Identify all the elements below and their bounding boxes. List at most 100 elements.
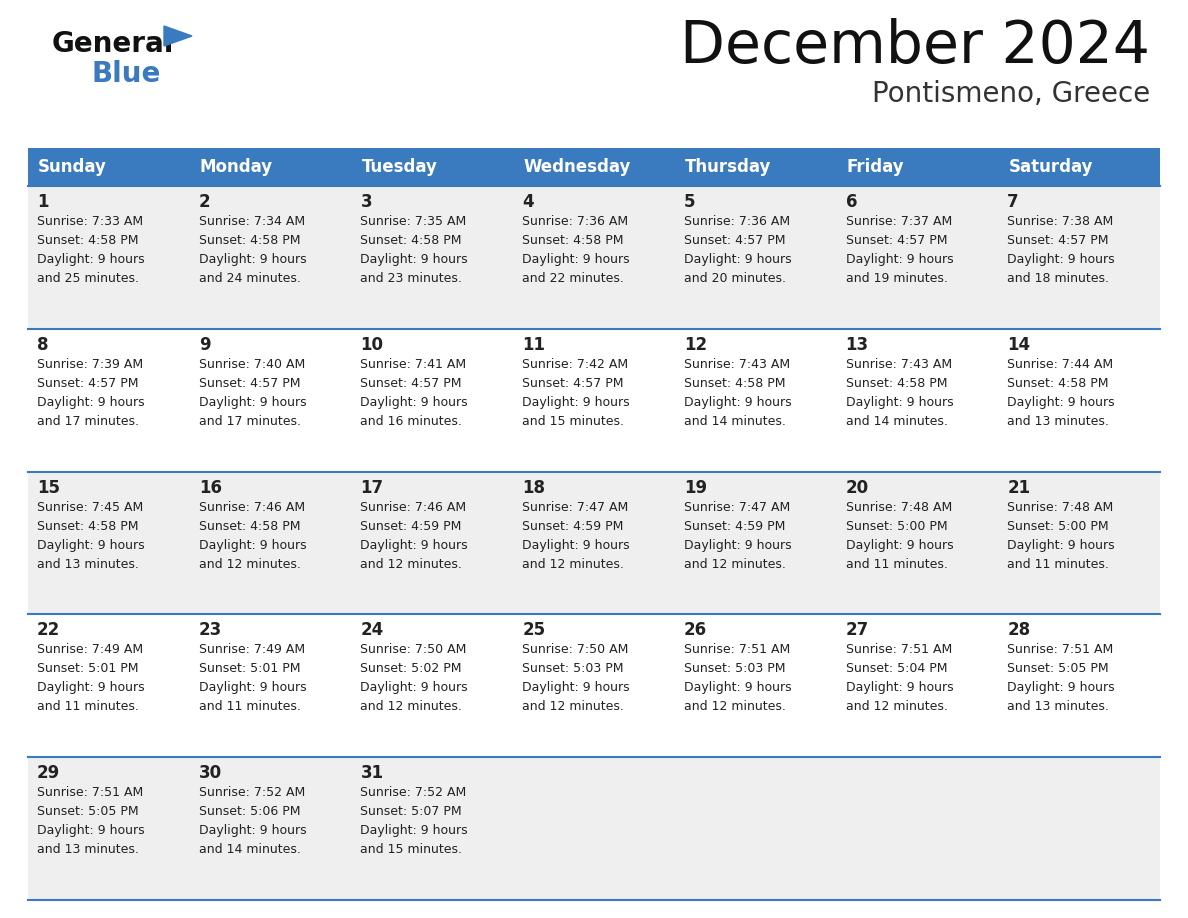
Text: Sunset: 5:06 PM: Sunset: 5:06 PM (198, 805, 301, 818)
Text: and 13 minutes.: and 13 minutes. (1007, 700, 1110, 713)
Text: Blue: Blue (91, 60, 162, 88)
Text: and 14 minutes.: and 14 minutes. (684, 415, 785, 428)
Text: and 11 minutes.: and 11 minutes. (846, 557, 948, 571)
Text: Thursday: Thursday (684, 158, 771, 176)
Text: Sunset: 4:58 PM: Sunset: 4:58 PM (37, 520, 139, 532)
Text: 22: 22 (37, 621, 61, 640)
Text: Daylight: 9 hours: Daylight: 9 hours (684, 396, 791, 409)
Text: Daylight: 9 hours: Daylight: 9 hours (37, 539, 145, 552)
Text: Sunrise: 7:38 AM: Sunrise: 7:38 AM (1007, 215, 1113, 228)
Text: Sunrise: 7:41 AM: Sunrise: 7:41 AM (360, 358, 467, 371)
Text: Sunset: 4:58 PM: Sunset: 4:58 PM (846, 376, 947, 390)
Text: Daylight: 9 hours: Daylight: 9 hours (523, 681, 630, 694)
Text: 27: 27 (846, 621, 868, 640)
Text: and 13 minutes.: and 13 minutes. (37, 557, 139, 571)
Text: Sunrise: 7:45 AM: Sunrise: 7:45 AM (37, 500, 144, 513)
Text: Sunrise: 7:44 AM: Sunrise: 7:44 AM (1007, 358, 1113, 371)
Text: Daylight: 9 hours: Daylight: 9 hours (846, 539, 953, 552)
Text: Sunrise: 7:49 AM: Sunrise: 7:49 AM (198, 644, 305, 656)
Text: Daylight: 9 hours: Daylight: 9 hours (360, 253, 468, 266)
Text: Daylight: 9 hours: Daylight: 9 hours (37, 396, 145, 409)
Text: Sunset: 4:58 PM: Sunset: 4:58 PM (198, 234, 301, 247)
Bar (29, 757, 1159, 900)
Text: and 12 minutes.: and 12 minutes. (846, 700, 948, 713)
Text: Daylight: 9 hours: Daylight: 9 hours (198, 681, 307, 694)
Text: Daylight: 9 hours: Daylight: 9 hours (198, 396, 307, 409)
Text: 21: 21 (1007, 478, 1030, 497)
Text: and 25 minutes.: and 25 minutes. (37, 272, 139, 285)
Text: Sunrise: 7:51 AM: Sunrise: 7:51 AM (1007, 644, 1113, 656)
Bar (675, 148, 836, 186)
Text: Sunset: 4:58 PM: Sunset: 4:58 PM (523, 234, 624, 247)
Text: Daylight: 9 hours: Daylight: 9 hours (37, 253, 145, 266)
Text: and 14 minutes.: and 14 minutes. (846, 415, 948, 428)
Text: Pontismeno, Greece: Pontismeno, Greece (872, 80, 1150, 108)
Text: Sunrise: 7:50 AM: Sunrise: 7:50 AM (360, 644, 467, 656)
Text: Sunset: 4:58 PM: Sunset: 4:58 PM (37, 234, 139, 247)
Text: and 12 minutes.: and 12 minutes. (360, 557, 462, 571)
Text: Sunrise: 7:47 AM: Sunrise: 7:47 AM (523, 500, 628, 513)
Text: Sunrise: 7:50 AM: Sunrise: 7:50 AM (523, 644, 628, 656)
Text: Sunrise: 7:39 AM: Sunrise: 7:39 AM (37, 358, 143, 371)
Bar (29, 614, 1159, 757)
Text: Sunrise: 7:43 AM: Sunrise: 7:43 AM (684, 358, 790, 371)
Text: Sunset: 5:01 PM: Sunset: 5:01 PM (37, 663, 139, 676)
Text: Monday: Monday (200, 158, 273, 176)
Text: Sunrise: 7:49 AM: Sunrise: 7:49 AM (37, 644, 143, 656)
Text: 8: 8 (37, 336, 49, 353)
Text: Sunset: 5:03 PM: Sunset: 5:03 PM (523, 663, 624, 676)
Text: Sunset: 4:59 PM: Sunset: 4:59 PM (523, 520, 624, 532)
Text: and 12 minutes.: and 12 minutes. (198, 557, 301, 571)
Text: Sunrise: 7:48 AM: Sunrise: 7:48 AM (1007, 500, 1113, 513)
Text: Daylight: 9 hours: Daylight: 9 hours (1007, 253, 1114, 266)
Text: 25: 25 (523, 621, 545, 640)
Text: 15: 15 (37, 478, 61, 497)
Text: Sunset: 5:00 PM: Sunset: 5:00 PM (1007, 520, 1108, 532)
Bar (998, 148, 1159, 186)
Text: Sunday: Sunday (38, 158, 107, 176)
Text: Sunset: 5:05 PM: Sunset: 5:05 PM (1007, 663, 1108, 676)
Text: General: General (52, 30, 175, 58)
Text: Daylight: 9 hours: Daylight: 9 hours (1007, 681, 1114, 694)
Text: and 20 minutes.: and 20 minutes. (684, 272, 785, 285)
Text: Sunset: 4:57 PM: Sunset: 4:57 PM (846, 234, 947, 247)
Text: Daylight: 9 hours: Daylight: 9 hours (523, 396, 630, 409)
Text: 7: 7 (1007, 193, 1019, 211)
Text: Sunset: 5:00 PM: Sunset: 5:00 PM (846, 520, 947, 532)
Text: and 12 minutes.: and 12 minutes. (523, 557, 624, 571)
Text: Daylight: 9 hours: Daylight: 9 hours (37, 824, 145, 837)
Text: 14: 14 (1007, 336, 1030, 353)
Text: Sunset: 4:57 PM: Sunset: 4:57 PM (198, 376, 301, 390)
Text: Sunset: 4:57 PM: Sunset: 4:57 PM (1007, 234, 1108, 247)
Text: Sunrise: 7:40 AM: Sunrise: 7:40 AM (198, 358, 305, 371)
Text: and 11 minutes.: and 11 minutes. (198, 700, 301, 713)
Text: and 11 minutes.: and 11 minutes. (1007, 557, 1110, 571)
Text: and 17 minutes.: and 17 minutes. (37, 415, 139, 428)
Text: Daylight: 9 hours: Daylight: 9 hours (198, 253, 307, 266)
Text: Daylight: 9 hours: Daylight: 9 hours (1007, 396, 1114, 409)
Text: Sunrise: 7:43 AM: Sunrise: 7:43 AM (846, 358, 952, 371)
Text: Daylight: 9 hours: Daylight: 9 hours (1007, 539, 1114, 552)
Bar (29, 148, 190, 186)
Text: 16: 16 (198, 478, 222, 497)
Text: Daylight: 9 hours: Daylight: 9 hours (846, 681, 953, 694)
Text: Sunrise: 7:33 AM: Sunrise: 7:33 AM (37, 215, 143, 228)
Text: Daylight: 9 hours: Daylight: 9 hours (360, 396, 468, 409)
Text: Daylight: 9 hours: Daylight: 9 hours (198, 539, 307, 552)
Text: Sunrise: 7:51 AM: Sunrise: 7:51 AM (846, 644, 952, 656)
Text: 2: 2 (198, 193, 210, 211)
Bar (29, 472, 1159, 614)
Text: Daylight: 9 hours: Daylight: 9 hours (846, 396, 953, 409)
Text: Sunset: 4:58 PM: Sunset: 4:58 PM (198, 520, 301, 532)
Text: and 16 minutes.: and 16 minutes. (360, 415, 462, 428)
Text: 28: 28 (1007, 621, 1030, 640)
Text: 18: 18 (523, 478, 545, 497)
Text: and 12 minutes.: and 12 minutes. (684, 557, 785, 571)
Text: 26: 26 (684, 621, 707, 640)
Text: and 19 minutes.: and 19 minutes. (846, 272, 948, 285)
Text: and 15 minutes.: and 15 minutes. (523, 415, 624, 428)
Text: 11: 11 (523, 336, 545, 353)
Text: Daylight: 9 hours: Daylight: 9 hours (360, 539, 468, 552)
Text: Sunrise: 7:48 AM: Sunrise: 7:48 AM (846, 500, 952, 513)
Text: Sunset: 4:57 PM: Sunset: 4:57 PM (360, 376, 462, 390)
